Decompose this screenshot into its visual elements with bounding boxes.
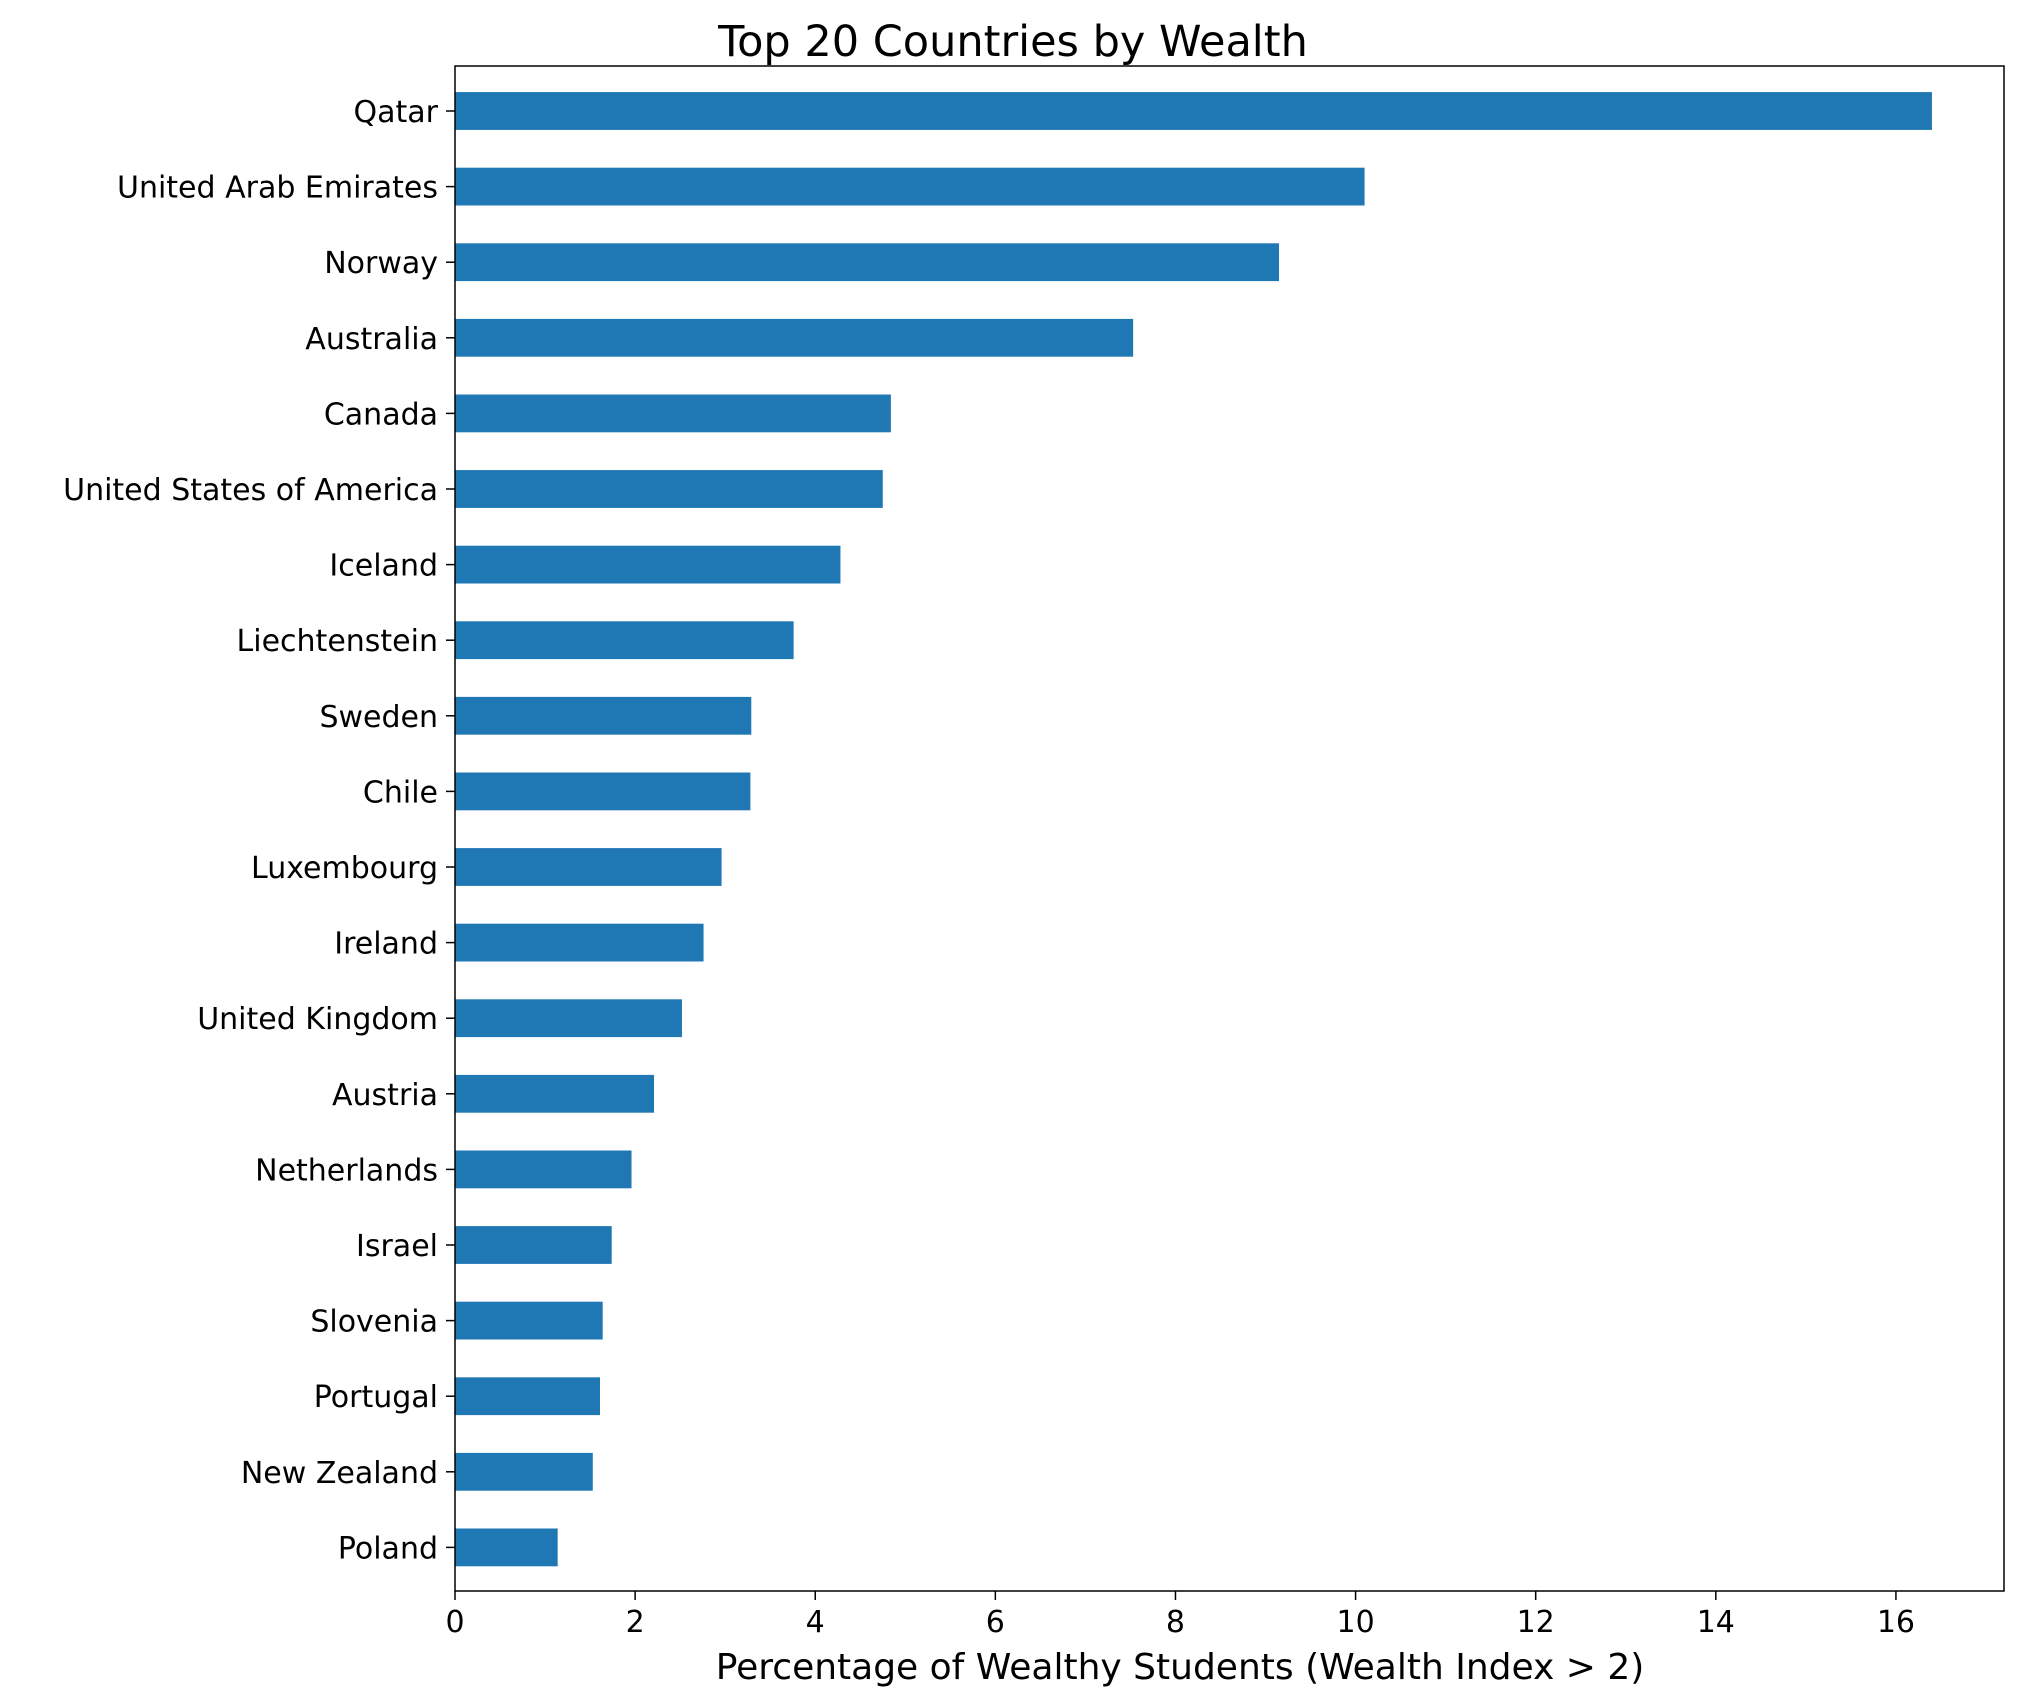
x-tick-label-12: 12 bbox=[1517, 1605, 1555, 1640]
bar-united-arab-emirates bbox=[455, 167, 1365, 206]
y-tick-label-netherlands: Netherlands bbox=[255, 1153, 438, 1188]
x-axis: 0 2 4 6 8 10 12 14 16 bbox=[445, 1591, 1915, 1640]
bar-australia bbox=[455, 318, 1134, 357]
y-tick-label-chile: Chile bbox=[363, 775, 438, 810]
y-tick-label-israel: Israel bbox=[356, 1229, 438, 1264]
x-tick-label-4: 4 bbox=[806, 1605, 825, 1640]
y-tick-label-canada: Canada bbox=[324, 397, 438, 432]
bar-united-kingdom bbox=[455, 999, 682, 1038]
bar-canada bbox=[455, 394, 891, 433]
y-tick-label-norway: Norway bbox=[324, 246, 438, 281]
y-tick-label-united-states-of-america: United States of America bbox=[63, 473, 438, 508]
x-tick-label-0: 0 bbox=[445, 1605, 464, 1640]
bar-luxembourg bbox=[455, 848, 722, 886]
y-tick-label-sweden: Sweden bbox=[319, 700, 438, 735]
y-tick-label-slovenia: Slovenia bbox=[310, 1305, 438, 1340]
x-tick-label-2: 2 bbox=[626, 1605, 645, 1640]
bar-austria bbox=[455, 1074, 655, 1113]
y-tick-label-new-zealand: New Zealand bbox=[241, 1456, 438, 1491]
y-tick-label-united-arab-emirates: United Arab Emirates bbox=[117, 171, 438, 206]
bars-group bbox=[455, 92, 1932, 1567]
plot-frame bbox=[454, 65, 2005, 1592]
bar-liechtenstein bbox=[455, 621, 794, 660]
y-tick-label-iceland: Iceland bbox=[329, 549, 438, 584]
bar-united-states-of-america bbox=[455, 470, 883, 508]
y-tick-label-portugal: Portugal bbox=[314, 1380, 438, 1415]
bar-new-zealand bbox=[455, 1452, 593, 1491]
bar-netherlands bbox=[455, 1150, 632, 1189]
y-tick-label-united-kingdom: United Kingdom bbox=[197, 1002, 438, 1037]
chart-title: Top 20 Countries by Wealth bbox=[717, 17, 1308, 67]
bar-slovenia bbox=[455, 1301, 603, 1340]
y-axis: Qatar United Arab Emirates Norway Australia… bbox=[63, 95, 455, 1566]
x-tick-label-8: 8 bbox=[1166, 1605, 1185, 1640]
x-tick-label-6: 6 bbox=[986, 1605, 1005, 1640]
x-axis-label: Percentage of Wealthy Students (Wealth I… bbox=[716, 1647, 1645, 1688]
bar-poland bbox=[455, 1528, 558, 1567]
y-tick-label-liechtenstein: Liechtenstein bbox=[237, 624, 438, 659]
y-tick-label-luxembourg: Luxembourg bbox=[251, 851, 438, 886]
x-tick-label-14: 14 bbox=[1697, 1605, 1735, 1640]
y-tick-label-austria: Austria bbox=[332, 1078, 438, 1113]
x-tick-label-16: 16 bbox=[1877, 1605, 1915, 1640]
bar-chile bbox=[455, 772, 751, 811]
bar-norway bbox=[455, 243, 1280, 282]
bar-iceland bbox=[455, 545, 841, 584]
y-tick-label-qatar: Qatar bbox=[354, 95, 439, 130]
bar-ireland bbox=[455, 923, 704, 962]
bar-portugal bbox=[455, 1377, 600, 1416]
y-tick-label-australia: Australia bbox=[305, 322, 438, 357]
y-tick-label-ireland: Ireland bbox=[334, 927, 438, 962]
bar-sweden bbox=[455, 696, 752, 735]
y-tick-label-poland: Poland bbox=[338, 1531, 438, 1566]
bar-israel bbox=[455, 1226, 612, 1264]
x-tick-label-10: 10 bbox=[1336, 1605, 1374, 1640]
bar-qatar bbox=[455, 92, 1932, 130]
